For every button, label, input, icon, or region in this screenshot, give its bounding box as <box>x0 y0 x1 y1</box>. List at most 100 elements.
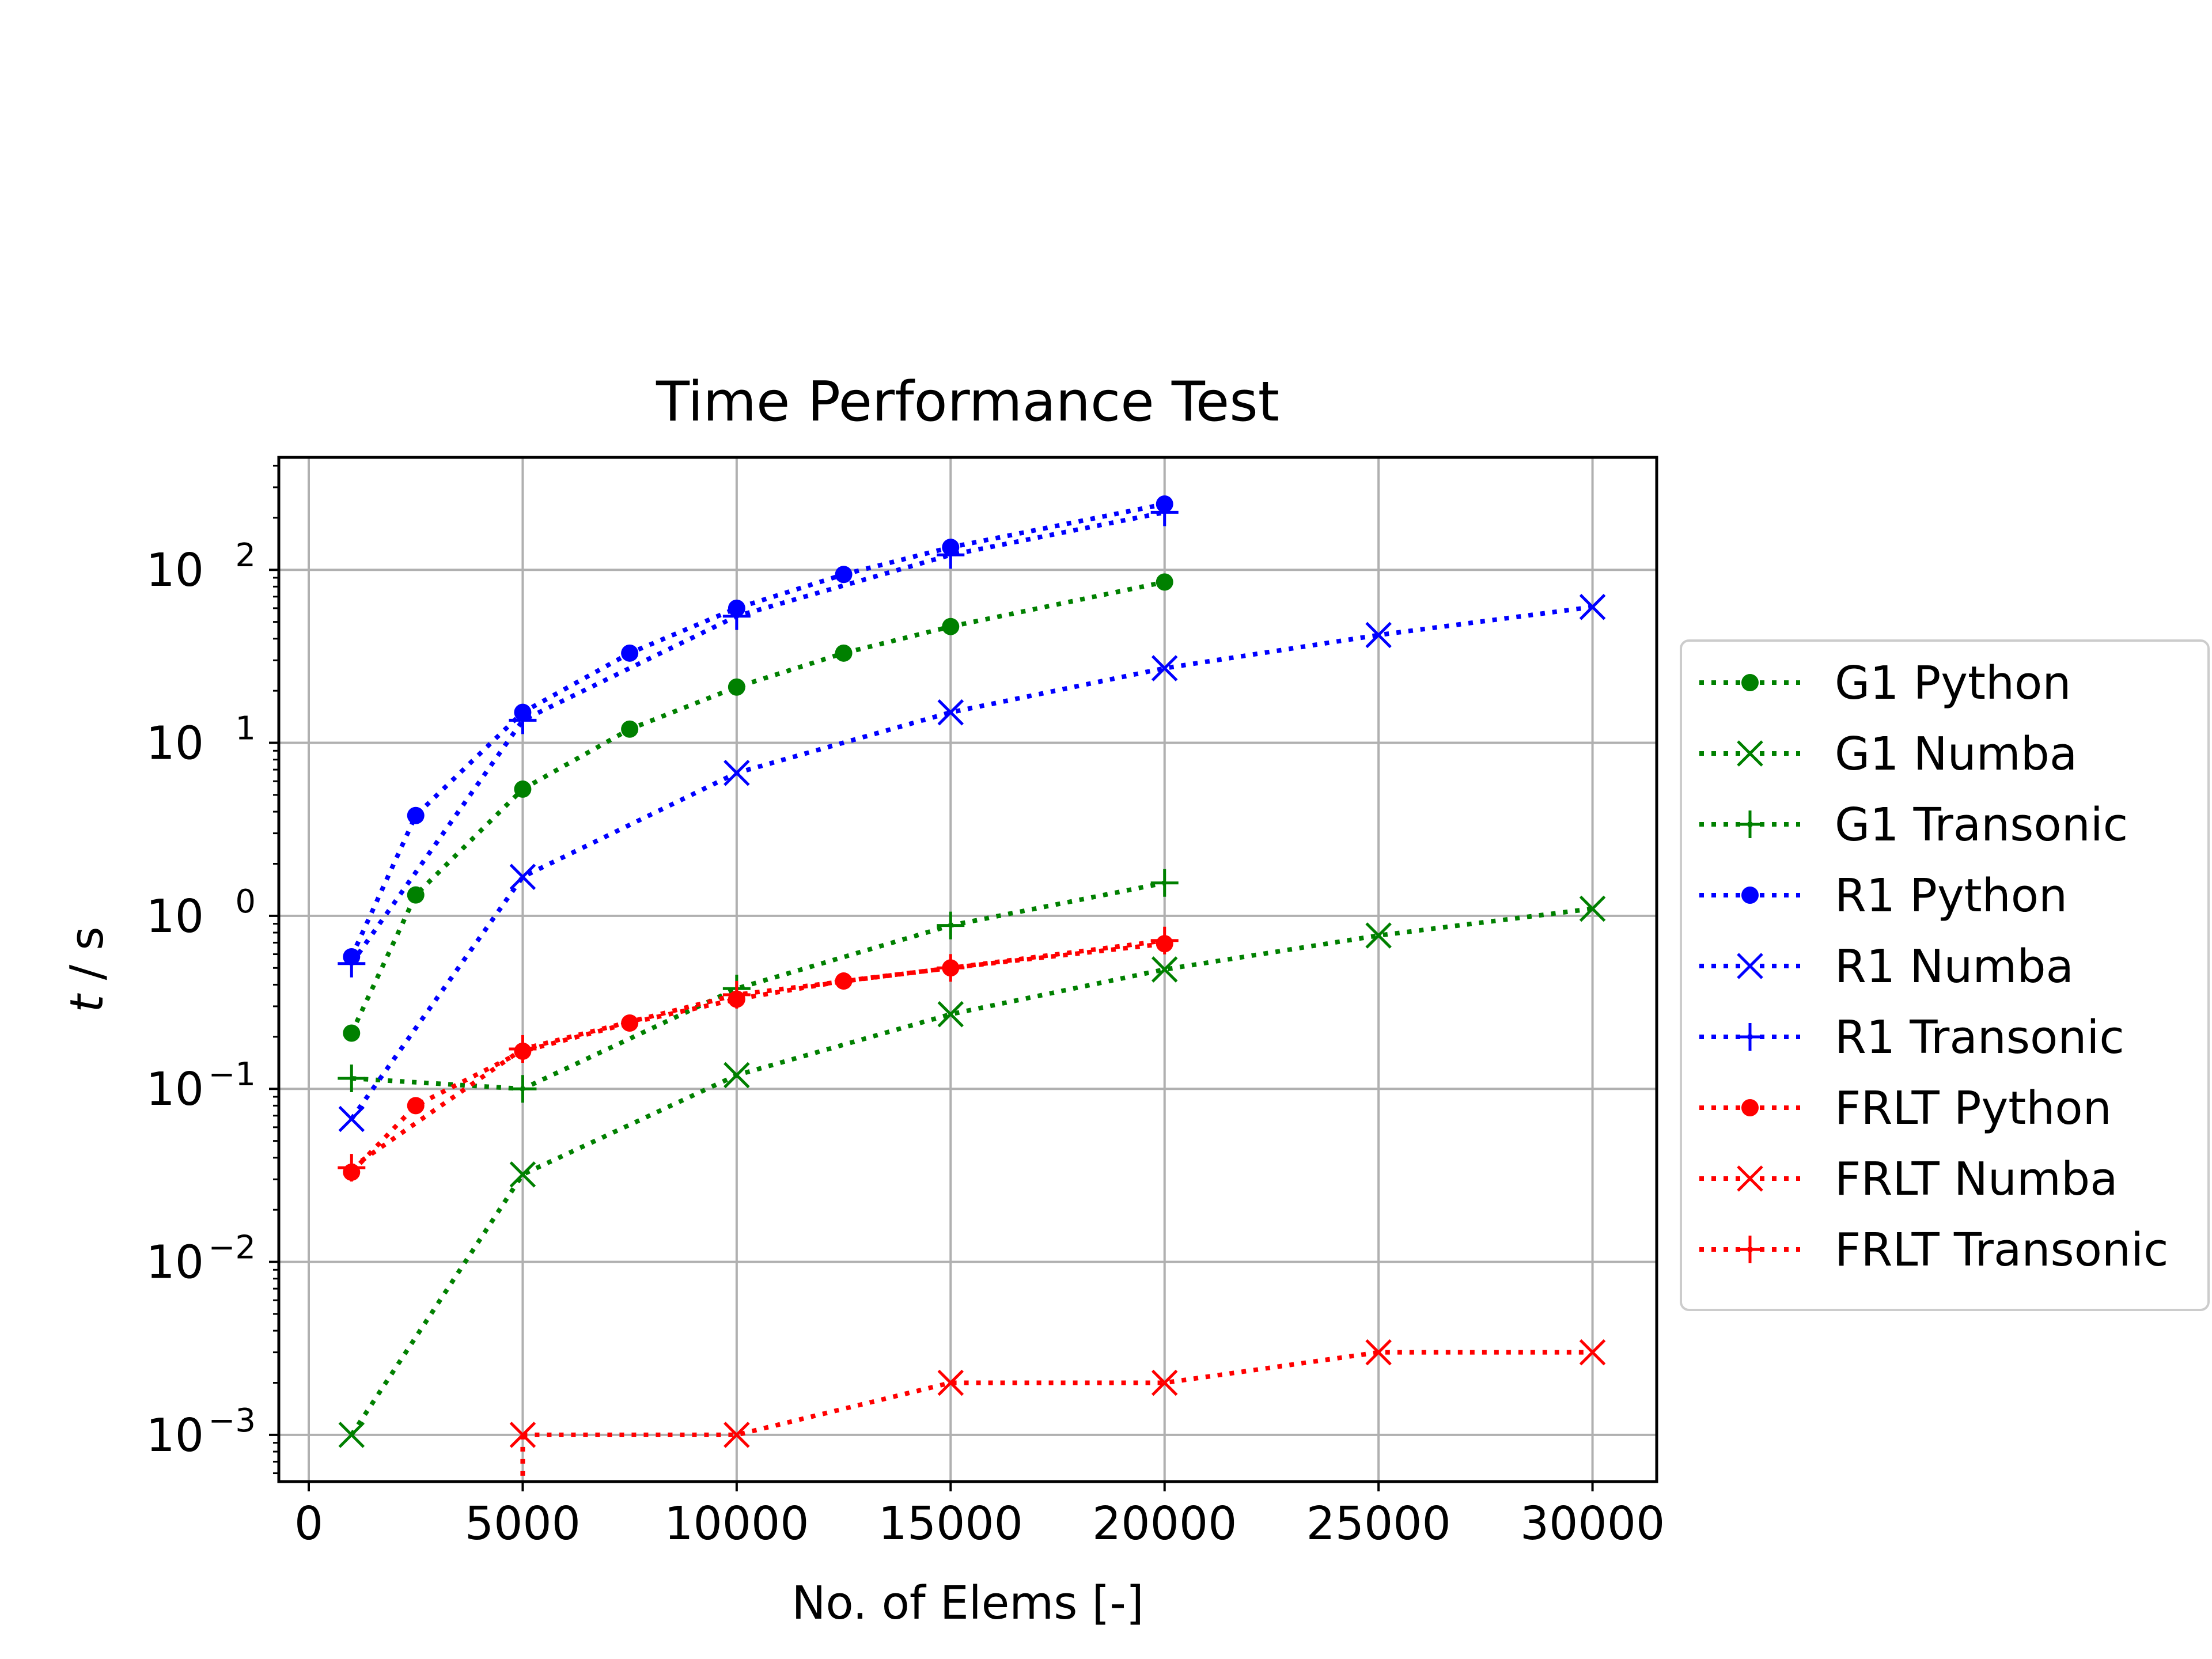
legend-label: R1 Transonic <box>1835 1011 2124 1064</box>
plus-marker <box>1150 498 1179 527</box>
legend-label: G1 Numba <box>1835 728 2077 781</box>
plot-frame <box>277 456 1658 1483</box>
dot-marker <box>1741 887 1759 904</box>
dot-marker <box>621 720 639 738</box>
dot-marker <box>514 780 532 798</box>
x-tick-label: 20000 <box>1092 1497 1237 1550</box>
plus-marker <box>509 706 537 734</box>
x-marker <box>1579 895 1606 922</box>
dot-marker <box>835 644 853 662</box>
plus-marker <box>509 1075 537 1103</box>
x-marker <box>937 699 964 726</box>
y-tick-exponent: 2 <box>235 537 256 574</box>
series-line <box>349 502 1165 958</box>
legend-label: G1 Python <box>1835 657 2071 710</box>
y-tick-label: 10 <box>146 1409 204 1462</box>
plus-marker <box>338 1154 366 1182</box>
dot-marker <box>407 806 425 824</box>
x-tick-label: 10000 <box>664 1497 809 1550</box>
legend-entry: R1 Transonic <box>1699 1011 2124 1064</box>
x-marker <box>724 1422 750 1448</box>
x-marker <box>1365 622 1392 649</box>
y-axis-label: t / s <box>60 927 113 1013</box>
x-marker <box>1151 956 1178 983</box>
legend-label: R1 Python <box>1835 869 2067 922</box>
x-marker <box>1151 1369 1178 1396</box>
y-tick-label: 10 <box>146 1236 204 1289</box>
dot-marker <box>1156 573 1173 591</box>
legend-entry: FRLT Python <box>1699 1082 2112 1135</box>
legend-label: G1 Transonic <box>1835 798 2128 851</box>
series-line <box>350 938 1165 1170</box>
x-marker <box>1737 1165 1763 1192</box>
dot-marker <box>728 678 745 696</box>
series-line <box>351 880 1165 1092</box>
y-axis-label-unit: / s <box>60 927 113 995</box>
x-marker <box>1579 593 1606 620</box>
series-r1-transonic <box>338 498 1179 978</box>
y-tick-exponent: 0 <box>235 883 256 921</box>
x-marker <box>724 760 750 786</box>
legend-label: R1 Numba <box>1835 940 2074 993</box>
y-tick-base: 10 <box>146 1236 204 1289</box>
axes: 0 5000 10000 15000 20000 25000 3000010−310−210… <box>146 464 1665 1550</box>
legend-label: FRLT Transonic <box>1835 1224 2168 1277</box>
series-frlt-numba <box>509 1339 1606 1448</box>
chart-title: Time Performance Test <box>656 370 1279 434</box>
legend-entry: FRLT Transonic <box>1699 1224 2168 1277</box>
x-marker <box>937 1001 964 1028</box>
plus-marker <box>937 911 965 940</box>
plus-marker <box>1150 869 1179 897</box>
x-marker <box>509 1161 536 1188</box>
plus-marker <box>722 980 751 1009</box>
legend-entry: R1 Python <box>1699 869 2067 922</box>
plot-series <box>338 495 1606 1482</box>
x-tick-label: 25000 <box>1306 1497 1450 1550</box>
dot-marker <box>343 1024 361 1042</box>
dot-marker <box>407 1097 425 1115</box>
legend-entry: FRLT Numba <box>1699 1153 2118 1206</box>
x-marker <box>937 1369 964 1396</box>
x-marker <box>1737 740 1763 767</box>
plus-marker <box>338 1065 366 1092</box>
dot-marker <box>1741 674 1759 691</box>
x-marker <box>1151 655 1178 681</box>
y-tick-base: 10 <box>146 544 204 597</box>
plus-marker <box>1150 926 1179 955</box>
dot-marker <box>1741 1099 1759 1116</box>
y-tick-exponent: −3 <box>208 1402 256 1440</box>
plus-marker <box>338 949 366 978</box>
y-tick-label: 10 <box>146 544 204 597</box>
plus-marker <box>937 541 965 569</box>
series-r1-numba <box>338 593 1606 1132</box>
dot-marker <box>621 644 639 662</box>
dot-marker <box>407 886 425 904</box>
dot-marker <box>942 618 960 635</box>
y-tick-label: 10 <box>146 1063 204 1116</box>
legend-entry: G1 Python <box>1699 657 2071 710</box>
y-tick-base: 10 <box>146 717 204 770</box>
x-tick-label: 30000 <box>1520 1497 1665 1550</box>
y-tick-label: 10 <box>146 890 204 943</box>
x-marker <box>338 1422 365 1448</box>
plus-marker <box>937 954 965 982</box>
series-g1-python <box>343 573 1173 1042</box>
legend-label: FRLT Python <box>1835 1082 2112 1135</box>
x-marker <box>509 863 536 890</box>
y-tick-base: 10 <box>146 1063 204 1116</box>
legend-entry: G1 Transonic <box>1699 798 2128 851</box>
y-tick-exponent: 1 <box>235 710 256 748</box>
legend-entry: G1 Numba <box>1699 728 2077 781</box>
plus-marker <box>509 1035 537 1063</box>
x-marker <box>1737 953 1763 979</box>
y-tick-exponent: −1 <box>208 1056 256 1093</box>
x-marker <box>724 1062 750 1089</box>
legend-label: FRLT Numba <box>1835 1153 2118 1206</box>
y-axis-label-variable: t <box>60 993 113 1012</box>
x-marker <box>1365 1339 1392 1366</box>
plus-marker <box>722 602 751 630</box>
x-tick-label: 15000 <box>878 1497 1023 1550</box>
x-tick-label: 0 <box>294 1497 323 1550</box>
dot-marker <box>835 566 853 584</box>
